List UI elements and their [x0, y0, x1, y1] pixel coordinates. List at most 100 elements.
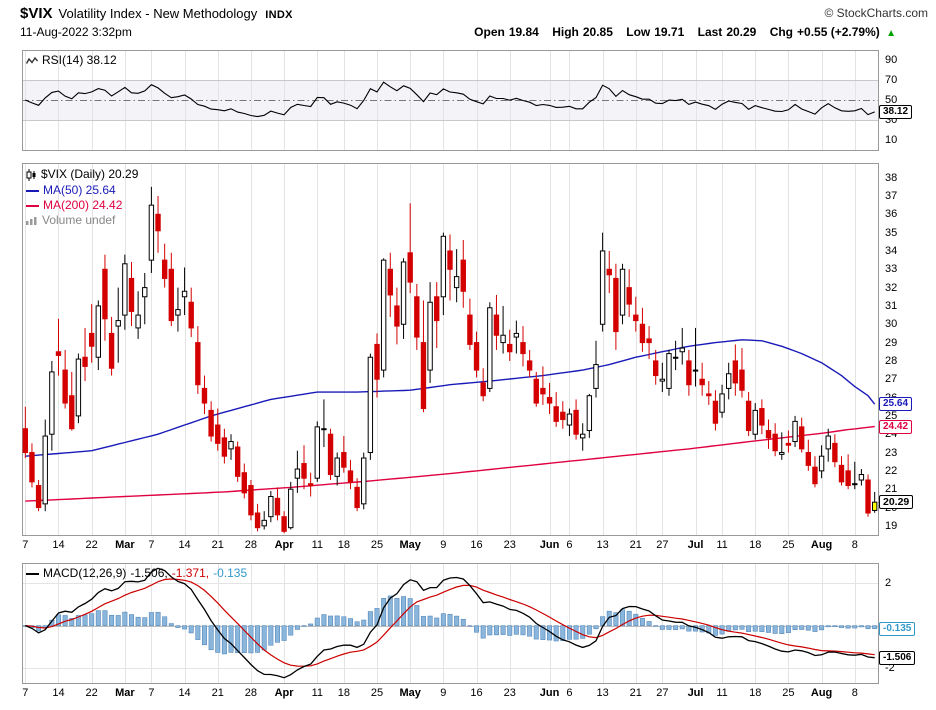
candle-body: [95, 305, 101, 358]
macd-histogram-bar: [673, 625, 679, 630]
candle-body: [434, 296, 440, 322]
y-axis-label: 23: [885, 446, 898, 459]
macd-histogram-bar: [493, 625, 499, 636]
macd-histogram-bar: [155, 611, 161, 626]
low-label: Low: [626, 25, 651, 39]
candle-body: [195, 342, 201, 386]
rsi-panel-border: [22, 50, 879, 151]
candle-body: [361, 457, 367, 505]
macd-histogram-bar: [354, 621, 360, 626]
macd-histogram-bar: [580, 625, 586, 639]
candle-body: [142, 287, 148, 298]
x-axis-label: 22: [85, 687, 98, 699]
candle-body: [102, 268, 108, 320]
macd-histogram-bar: [241, 625, 247, 654]
x-axis-label: 8: [851, 687, 858, 699]
candle-body: [347, 470, 354, 483]
candle-body: [613, 277, 619, 333]
macd-histogram-bar: [805, 625, 811, 631]
candle-body: [82, 356, 88, 367]
candle-body: [752, 409, 758, 435]
macd-histogram-bar: [858, 625, 864, 628]
candle-body: [241, 472, 247, 494]
candle-body: [699, 378, 705, 386]
x-axis-label: 28: [244, 539, 258, 551]
macd-histogram-bar: [500, 625, 506, 635]
x-axis-label: Jul: [687, 539, 704, 551]
candle-body: [321, 428, 327, 431]
exchange-label: INDX: [265, 9, 293, 21]
x-axis-label: 27: [656, 539, 669, 551]
macd-histogram-bar: [434, 617, 440, 626]
candle-body: [706, 393, 712, 397]
candle-body: [367, 356, 374, 454]
ma50-value-badge: 25.64: [879, 397, 913, 412]
last-label: Last: [697, 25, 723, 39]
macd-histogram-bar: [832, 625, 838, 627]
candle-body: [473, 342, 480, 371]
x-axis-label: 23: [503, 539, 516, 551]
chart-datetime: 11-Aug-2022 3:32pm: [20, 25, 132, 39]
macd-histogram-bar: [268, 625, 274, 646]
macd-histogram-bar: [865, 625, 871, 630]
macd-histogram-bar: [454, 615, 460, 626]
candle-body: [42, 435, 48, 505]
x-axis-label: 21: [211, 687, 224, 699]
candle-body: [327, 433, 334, 476]
open-label: Open: [474, 25, 505, 39]
chg-up-arrow-icon: ▲: [886, 28, 896, 39]
macd-histogram-bar: [401, 596, 407, 626]
candle-body: [852, 483, 858, 486]
macd-histogram-bar: [235, 625, 241, 653]
macd-histogram-bar: [507, 625, 513, 636]
high-value: 20.85: [582, 25, 613, 39]
candle-body: [35, 485, 42, 509]
macd-histogram-bar: [839, 625, 844, 628]
y-axis-label: 50: [885, 94, 898, 106]
last-value: 20.29: [726, 25, 757, 39]
x-axis-label: 22: [85, 539, 98, 551]
candle-body: [161, 259, 168, 279]
macd-histogram-bar: [792, 625, 798, 631]
candle-body: [679, 347, 685, 353]
macd-line-badge: -1.506: [879, 650, 916, 665]
candle-body: [672, 356, 679, 359]
x-axis-label: 7: [148, 539, 155, 551]
y-axis-label: 31: [885, 299, 898, 312]
macd-histogram-bar: [666, 625, 672, 630]
candle-body: [765, 430, 772, 439]
candle-body: [573, 409, 579, 435]
x-axis-label: Mar: [115, 539, 135, 551]
macd-histogram-bar: [367, 611, 373, 626]
x-axis-label: 14: [52, 539, 65, 551]
macd-histogram-bar: [122, 611, 128, 626]
ma200-legend-text: MA(200) 24.42: [43, 198, 123, 212]
macd-histogram-bar: [102, 610, 108, 626]
candle-body: [228, 441, 234, 450]
candle-body: [221, 437, 228, 457]
macd-histogram-bar: [407, 598, 413, 626]
candle-body: [75, 358, 82, 417]
macd-histogram-bar: [69, 618, 75, 626]
macd-histogram-bar: [135, 616, 141, 626]
x-axis-label: 11: [716, 539, 728, 551]
volume-bars-icon: [26, 217, 37, 225]
macd-signal-line: [25, 578, 875, 667]
x-axis-label: May: [399, 687, 421, 699]
candle-body: [818, 455, 825, 472]
macd-histogram-bar: [712, 625, 718, 636]
candle-body: [453, 276, 460, 289]
macd-histogram-bar: [162, 616, 168, 626]
macd-histogram-bar: [142, 617, 148, 626]
macd-histogram-bar: [825, 625, 831, 628]
x-axis-label: 14: [178, 687, 191, 699]
y-axis-label: 38: [885, 171, 898, 184]
candle-body: [586, 395, 593, 432]
macd-histogram-bar: [89, 613, 95, 626]
y-axis-label: 35: [885, 226, 898, 239]
candle-body: [533, 378, 539, 404]
candle-body: [268, 496, 274, 518]
macd-histogram-bar: [812, 625, 818, 632]
